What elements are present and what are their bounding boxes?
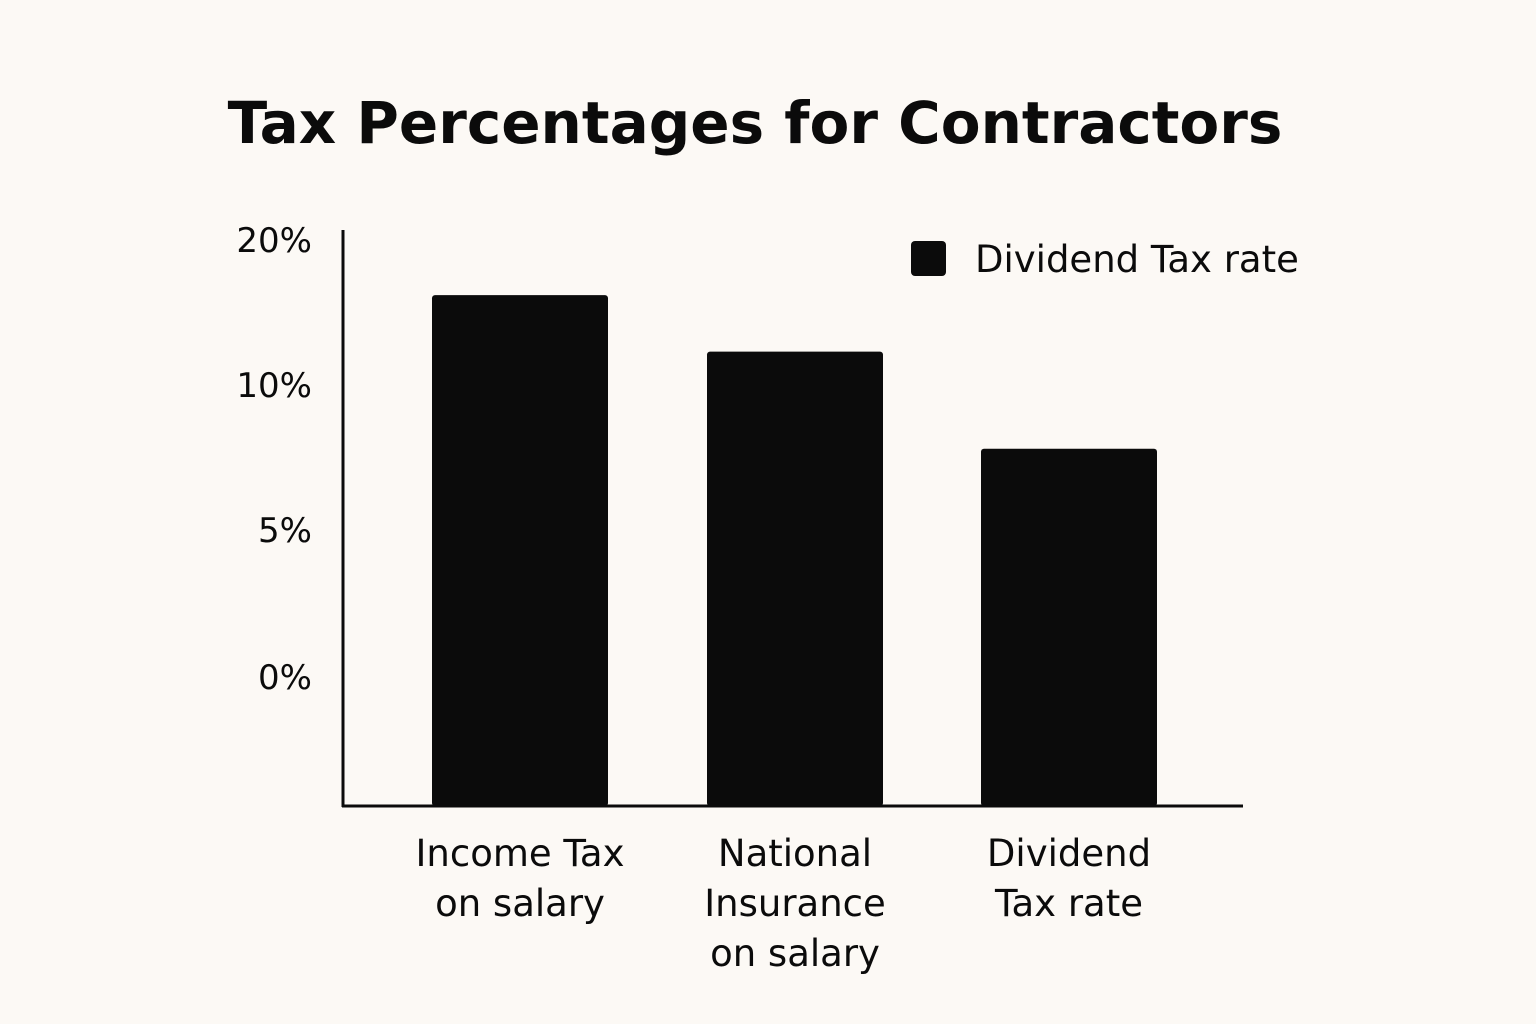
- x-category-label: National: [718, 832, 872, 875]
- y-axis-ticks: 0% 5% 10% 20%: [236, 221, 312, 698]
- bar: [707, 351, 883, 806]
- bar: [432, 295, 608, 806]
- y-tick-label: 0%: [258, 658, 312, 698]
- bar: [981, 448, 1157, 806]
- bars: [432, 295, 1157, 806]
- x-category-label: on salary: [710, 932, 880, 975]
- x-category-label: Dividend: [987, 832, 1151, 875]
- x-axis-labels: Income Tax on salary National Insurance on s…: [416, 832, 1152, 975]
- x-category-label: on salary: [435, 882, 605, 925]
- legend: Dividend Tax rate: [911, 238, 1299, 281]
- y-tick-label: 5%: [258, 511, 312, 551]
- legend-swatch: [911, 241, 946, 276]
- y-tick-label: 10%: [236, 366, 312, 406]
- y-tick-label: 20%: [236, 221, 312, 261]
- x-category-label: Income Tax: [416, 832, 625, 875]
- legend-label: Dividend Tax rate: [975, 238, 1299, 281]
- x-category-label: Tax rate: [994, 882, 1143, 925]
- x-category-label: Insurance: [704, 882, 886, 925]
- chart-title: Tax Percentages for Contractors: [228, 89, 1283, 157]
